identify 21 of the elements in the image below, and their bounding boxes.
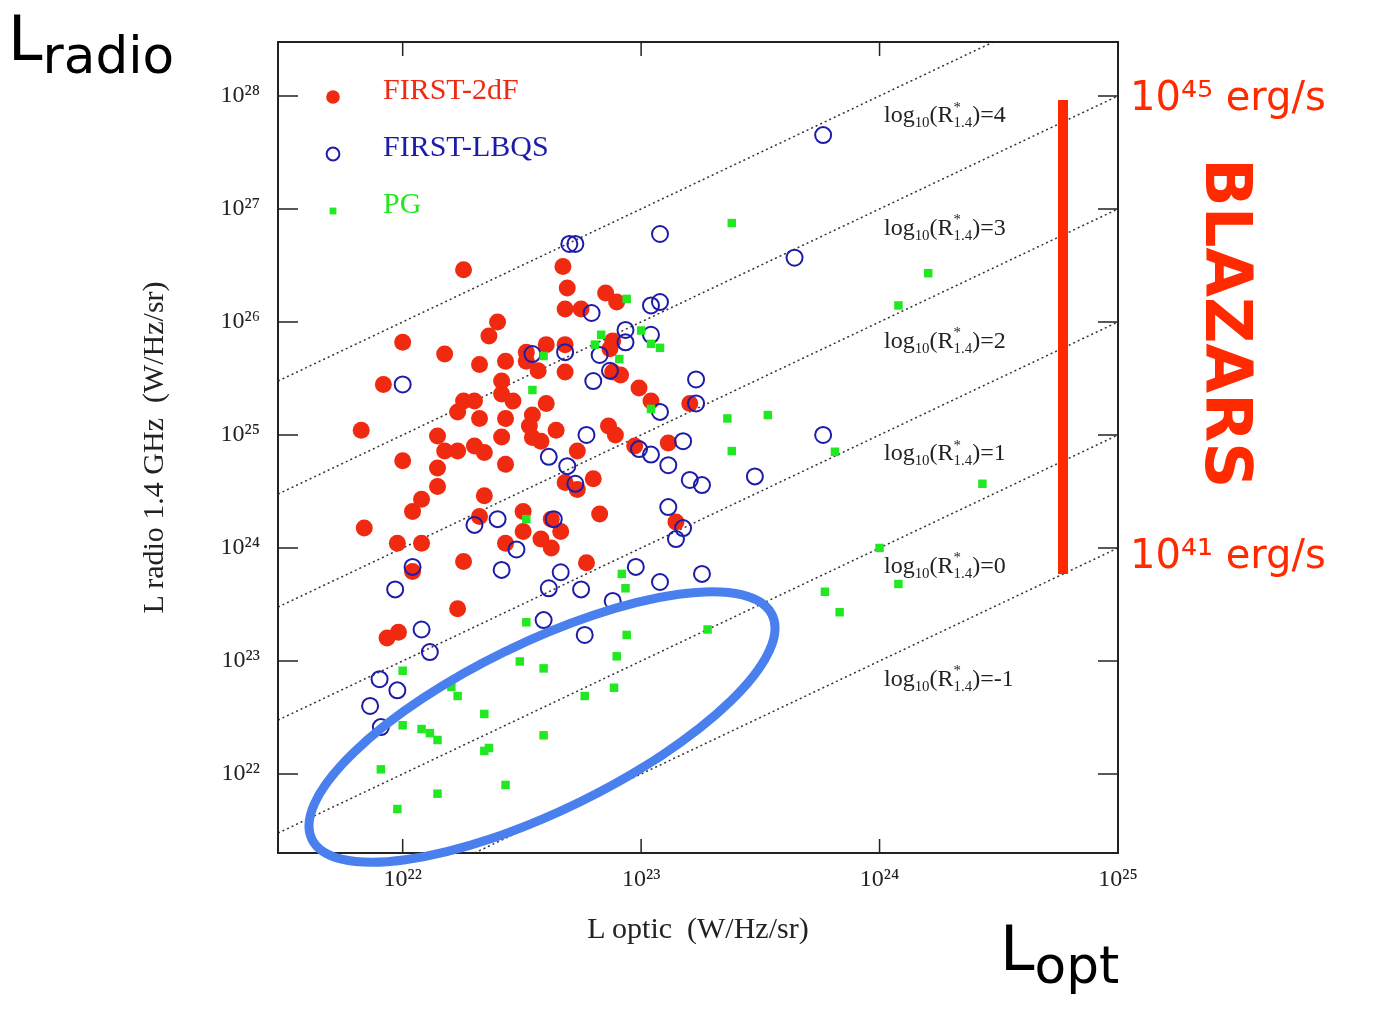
text: 10⁴⁵ erg/s: [1130, 73, 1326, 119]
legend-label: FIRST-LBQS: [383, 128, 549, 162]
y-tick-label: 10²²: [221, 759, 260, 786]
x-tick-label: 10²²: [383, 864, 422, 891]
text: BLAZARS: [1191, 158, 1265, 489]
text: L$_{radio}$: [8, 2, 175, 86]
y-axis-title: L radio 1.4 GHz (W/Hz/sr): [135, 281, 170, 614]
x-tick-label: 10²⁵: [1098, 864, 1138, 891]
y-tick-label: 10²⁸: [220, 81, 260, 108]
y-tick-label: 10²³: [221, 646, 260, 673]
text: 10⁴¹ erg/s: [1130, 531, 1326, 577]
y-tick-label: 10²⁶: [220, 307, 260, 334]
x-tick-label: 10²³: [621, 864, 661, 891]
x-axis-title: L optic (W/Hz/sr): [587, 910, 809, 945]
y-tick-label: 10²⁷: [220, 194, 260, 221]
legend-label: FIRST-2dF: [383, 71, 519, 105]
y-tick-label: 10²⁴: [220, 533, 260, 560]
y-tick-label: 10²⁵: [220, 420, 260, 447]
text: L$_{opt}$: [1000, 912, 1120, 996]
legend-label: PG: [383, 185, 422, 219]
x-tick-label: 10²⁴: [859, 864, 900, 891]
